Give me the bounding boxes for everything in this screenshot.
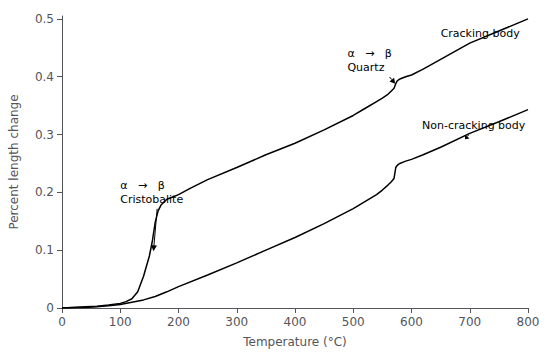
svg-text:0.3: 0.3	[35, 128, 54, 142]
svg-text:600: 600	[400, 315, 423, 329]
svg-text:0.5: 0.5	[35, 12, 54, 26]
svg-text:Temperature (°C): Temperature (°C)	[242, 335, 347, 349]
svg-text:α → β: α → β	[347, 47, 391, 60]
svg-text:Cracking body: Cracking body	[441, 27, 521, 40]
svg-text:α → β: α → β	[120, 179, 164, 192]
svg-text:0: 0	[46, 301, 54, 315]
svg-text:700: 700	[458, 315, 481, 329]
svg-text:800: 800	[517, 315, 540, 329]
svg-text:400: 400	[284, 315, 307, 329]
svg-text:0.2: 0.2	[35, 185, 54, 199]
svg-text:0: 0	[58, 315, 66, 329]
svg-text:Percent length change: Percent length change	[7, 94, 21, 229]
svg-text:Non-cracking body: Non-cracking body	[422, 119, 526, 132]
svg-text:200: 200	[167, 315, 190, 329]
svg-text:100: 100	[109, 315, 132, 329]
svg-text:500: 500	[342, 315, 365, 329]
svg-text:0.4: 0.4	[35, 70, 54, 84]
svg-text:Quartz: Quartz	[347, 61, 384, 74]
svg-text:Cristobalite: Cristobalite	[120, 193, 183, 206]
svg-text:0.1: 0.1	[35, 243, 54, 257]
svg-text:300: 300	[225, 315, 248, 329]
